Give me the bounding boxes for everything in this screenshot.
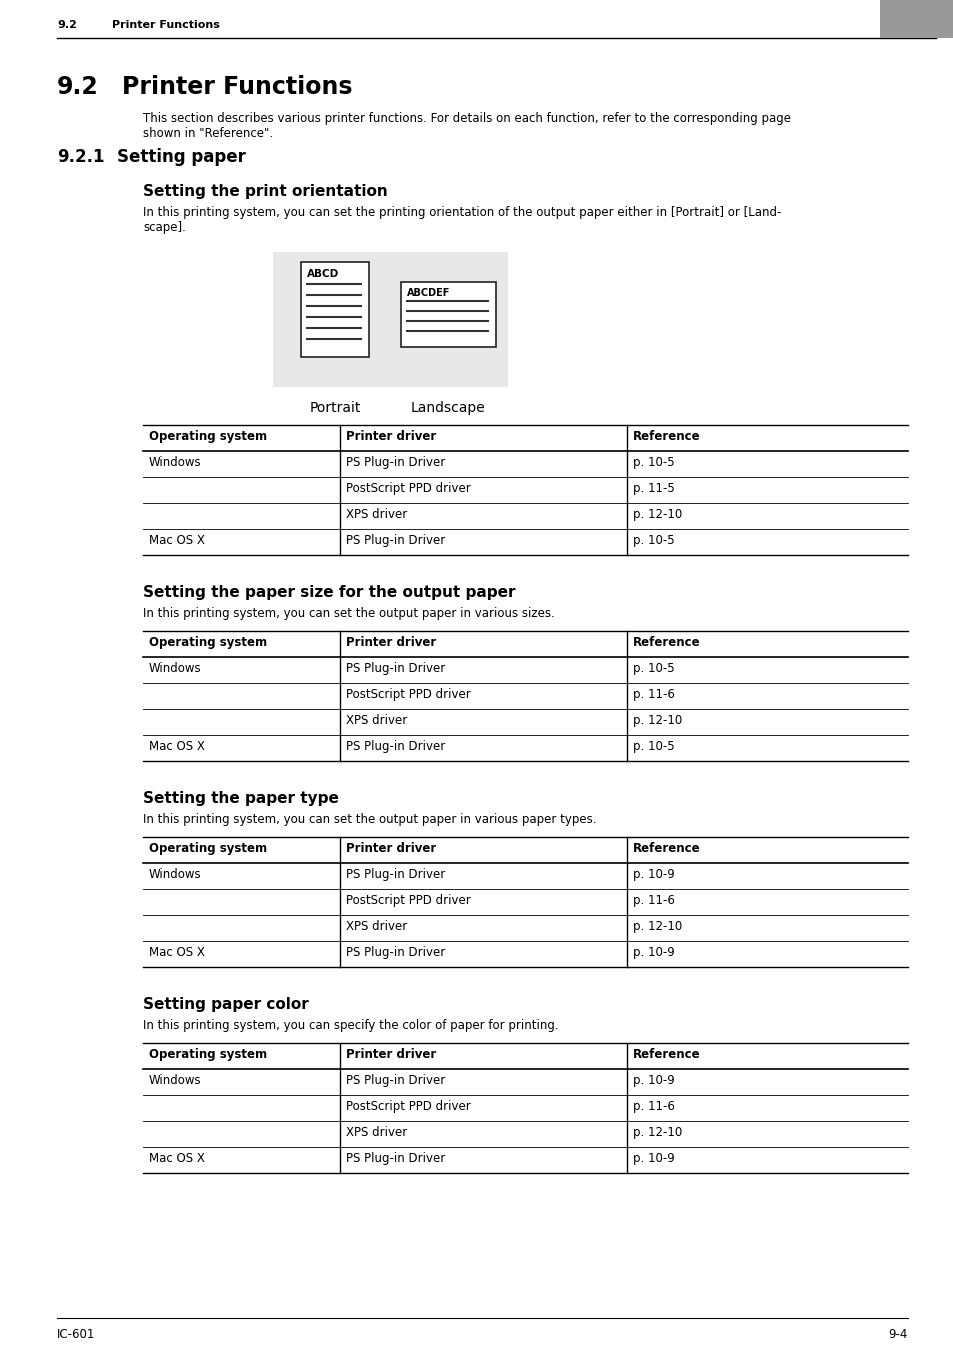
Text: This section describes various printer functions. For details on each function, : This section describes various printer f… [143, 112, 790, 140]
Text: Printer driver: Printer driver [346, 1048, 436, 1061]
Text: PS Plug-in Driver: PS Plug-in Driver [346, 946, 445, 958]
Text: PS Plug-in Driver: PS Plug-in Driver [346, 1075, 445, 1087]
Text: p. 10-5: p. 10-5 [633, 456, 674, 468]
Text: ABCD: ABCD [307, 269, 339, 279]
Text: PostScript PPD driver: PostScript PPD driver [346, 482, 470, 495]
Text: p. 10-5: p. 10-5 [633, 740, 674, 753]
Text: p. 10-9: p. 10-9 [633, 946, 674, 958]
Text: Mac OS X: Mac OS X [149, 740, 205, 753]
Text: p. 12-10: p. 12-10 [633, 919, 681, 933]
Text: p. 12-10: p. 12-10 [633, 714, 681, 728]
Text: XPS driver: XPS driver [346, 714, 407, 728]
Text: PostScript PPD driver: PostScript PPD driver [346, 688, 470, 701]
Text: Operating system: Operating system [149, 636, 267, 649]
Text: Reference: Reference [633, 842, 700, 855]
Text: In this printing system, you can set the output paper in various sizes.: In this printing system, you can set the… [143, 608, 554, 620]
Bar [301, 262, 369, 356]
Text: Landscape: Landscape [410, 401, 485, 414]
Text: Setting paper color: Setting paper color [143, 998, 309, 1012]
Bar [273, 252, 507, 387]
Text: Reference: Reference [633, 431, 700, 443]
Text: Printer driver: Printer driver [346, 842, 436, 855]
Text: Reference: Reference [633, 636, 700, 649]
Text: Windows: Windows [149, 868, 201, 882]
Text: PS Plug-in Driver: PS Plug-in Driver [346, 456, 445, 468]
Text: p. 12-10: p. 12-10 [633, 508, 681, 521]
Text: p. 11-6: p. 11-6 [633, 1100, 674, 1112]
Text: PS Plug-in Driver: PS Plug-in Driver [346, 662, 445, 675]
Text: XPS driver: XPS driver [346, 919, 407, 933]
Text: Windows: Windows [149, 456, 201, 468]
Text: Printer Functions: Printer Functions [112, 20, 219, 30]
Text: Mac OS X: Mac OS X [149, 946, 205, 958]
Text: p. 11-6: p. 11-6 [633, 688, 674, 701]
Text: In this printing system, you can set the output paper in various paper types.: In this printing system, you can set the… [143, 813, 596, 826]
Text: Printer Functions: Printer Functions [122, 76, 352, 99]
Text: Setting paper: Setting paper [117, 148, 246, 166]
Text: PS Plug-in Driver: PS Plug-in Driver [346, 740, 445, 753]
Text: p. 10-9: p. 10-9 [633, 1075, 674, 1087]
Text: Portrait: Portrait [309, 401, 360, 414]
Text: In this printing system, you can specify the color of paper for printing.: In this printing system, you can specify… [143, 1019, 558, 1031]
Text: Windows: Windows [149, 1075, 201, 1087]
Text: XPS driver: XPS driver [346, 508, 407, 521]
Text: Mac OS X: Mac OS X [149, 535, 205, 547]
Text: PostScript PPD driver: PostScript PPD driver [346, 894, 470, 907]
Text: Printer driver: Printer driver [346, 431, 436, 443]
Text: Operating system: Operating system [149, 1048, 267, 1061]
Text: Setting the paper size for the output paper: Setting the paper size for the output pa… [143, 585, 515, 599]
Text: 9.2: 9.2 [57, 20, 77, 30]
Text: PS Plug-in Driver: PS Plug-in Driver [346, 868, 445, 882]
Text: PS Plug-in Driver: PS Plug-in Driver [346, 535, 445, 547]
Bar [400, 282, 496, 347]
Bar [879, 0, 953, 38]
Text: PS Plug-in Driver: PS Plug-in Driver [346, 1152, 445, 1165]
Text: p. 10-9: p. 10-9 [633, 868, 674, 882]
Text: PostScript PPD driver: PostScript PPD driver [346, 1100, 470, 1112]
Text: Printer driver: Printer driver [346, 636, 436, 649]
Text: Mac OS X: Mac OS X [149, 1152, 205, 1165]
Text: 9-4: 9-4 [887, 1328, 907, 1341]
Text: Setting the paper type: Setting the paper type [143, 791, 338, 806]
Text: IC-601: IC-601 [57, 1328, 95, 1341]
Text: Setting the print orientation: Setting the print orientation [143, 184, 387, 198]
Text: Reference: Reference [633, 1048, 700, 1061]
Text: Windows: Windows [149, 662, 201, 675]
Text: XPS driver: XPS driver [346, 1126, 407, 1139]
Text: p. 10-5: p. 10-5 [633, 662, 674, 675]
Text: ABCDEF: ABCDEF [407, 288, 450, 298]
Text: Operating system: Operating system [149, 431, 267, 443]
Text: p. 10-5: p. 10-5 [633, 535, 674, 547]
Text: 9.2: 9.2 [57, 76, 99, 99]
Text: p. 11-6: p. 11-6 [633, 894, 674, 907]
Text: Operating system: Operating system [149, 842, 267, 855]
Text: 9.2.1: 9.2.1 [57, 148, 105, 166]
Text: p. 12-10: p. 12-10 [633, 1126, 681, 1139]
Text: p. 11-5: p. 11-5 [633, 482, 674, 495]
Text: p. 10-9: p. 10-9 [633, 1152, 674, 1165]
Text: 9: 9 [899, 19, 912, 38]
Text: In this printing system, you can set the printing orientation of the output pape: In this printing system, you can set the… [143, 207, 781, 234]
